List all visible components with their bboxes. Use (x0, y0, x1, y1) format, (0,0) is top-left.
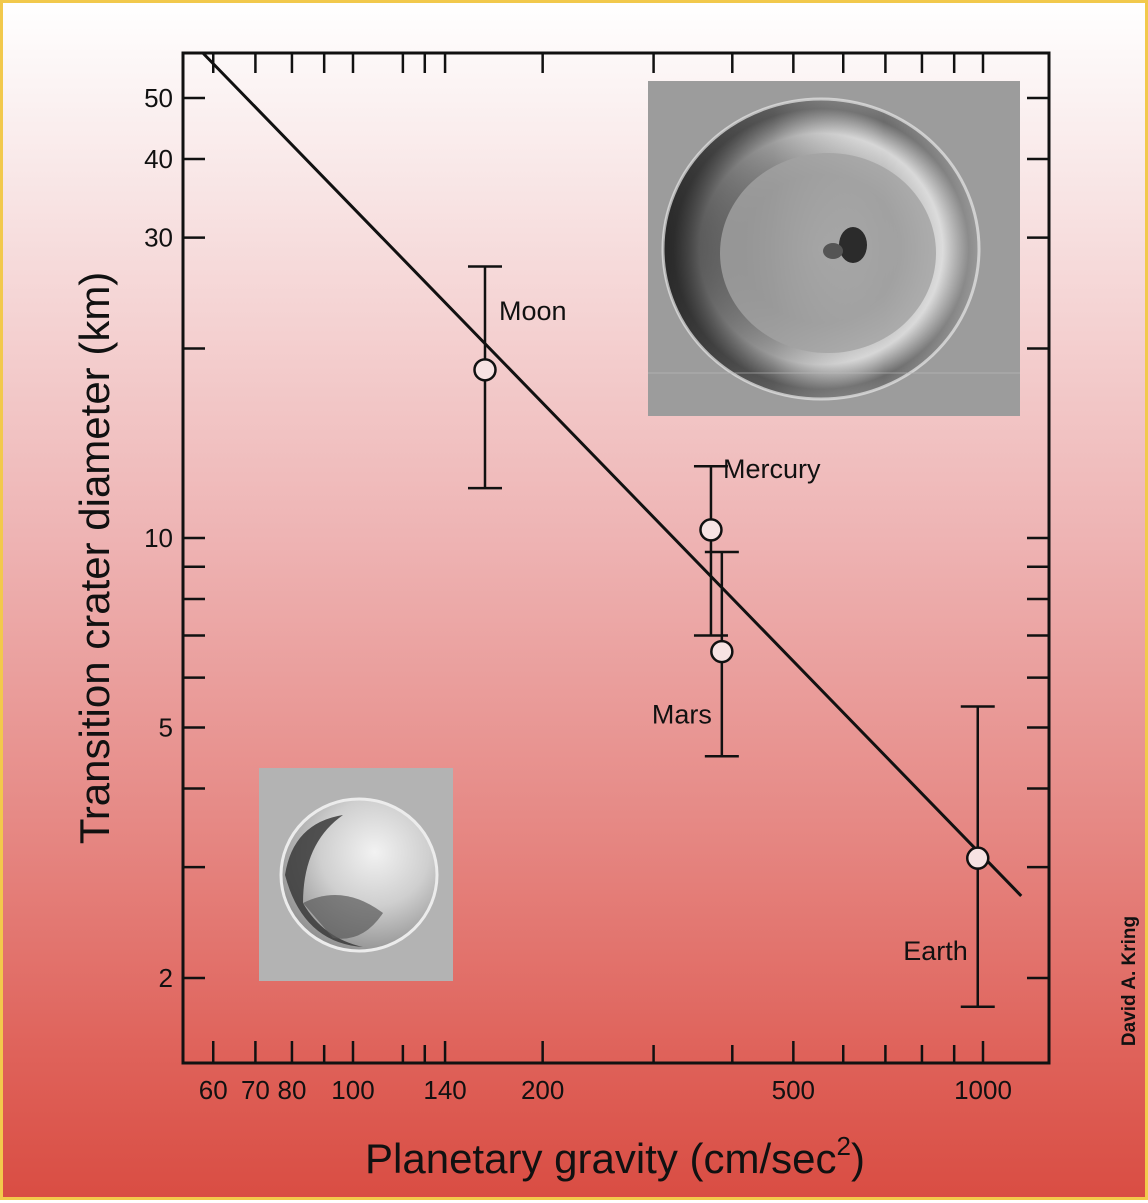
x-tick-label: 140 (423, 1075, 466, 1105)
x-axis-title-text: Planetary gravity (cm/sec (365, 1135, 836, 1182)
data-point-moon (467, 265, 502, 490)
x-axis-title-close: ) (851, 1135, 865, 1182)
y-axis-title-text: Transition crater diameter (km) (71, 272, 118, 845)
point-marker (699, 518, 723, 542)
x-tick-label: 60 (199, 1075, 228, 1105)
point-marker (966, 846, 990, 870)
x-tick-label: 200 (521, 1075, 564, 1105)
y-tick-label: 40 (144, 144, 173, 174)
plot-frame (181, 51, 1051, 1065)
point-marker (710, 639, 734, 664)
x-tick-label: 100 (331, 1075, 374, 1105)
complex-crater-photo-icon (648, 81, 1020, 416)
y-tick-label: 2 (159, 963, 173, 993)
data-point-mercury (693, 465, 728, 637)
chart: 60 70 80 100 140 200 500 1000 2 5 10 30 40 50 Moon Mer… (71, 51, 1140, 1182)
x-tick-label: 500 (772, 1075, 815, 1105)
x-tick-label: 70 (241, 1075, 270, 1105)
credit-text: David A. Kring (1119, 916, 1140, 1046)
data-point-mars (704, 550, 739, 758)
x-axis-title-superscript: 2 (837, 1131, 851, 1161)
point-label-mars: Mars (652, 700, 712, 730)
regression-line (201, 51, 1023, 898)
point-label-mercury: Mercury (723, 454, 821, 484)
data-point-earth (960, 705, 995, 1009)
simple-crater-photo-icon (259, 768, 453, 981)
y-tick-label: 30 (144, 223, 173, 253)
y-tick-label: 5 (159, 712, 173, 742)
x-tick-label: 1000 (954, 1075, 1012, 1105)
x-tick-label: 80 (277, 1075, 306, 1105)
x-axis-title: Planetary gravity (cm/sec2) (365, 1131, 865, 1182)
y-tick-label: 50 (144, 83, 173, 113)
point-label-moon: Moon (499, 296, 567, 326)
y-tick-label: 10 (144, 523, 173, 553)
point-marker (473, 358, 497, 382)
y-axis-title: Transition crater diameter (km) (71, 272, 118, 845)
point-label-earth: Earth (903, 936, 968, 966)
